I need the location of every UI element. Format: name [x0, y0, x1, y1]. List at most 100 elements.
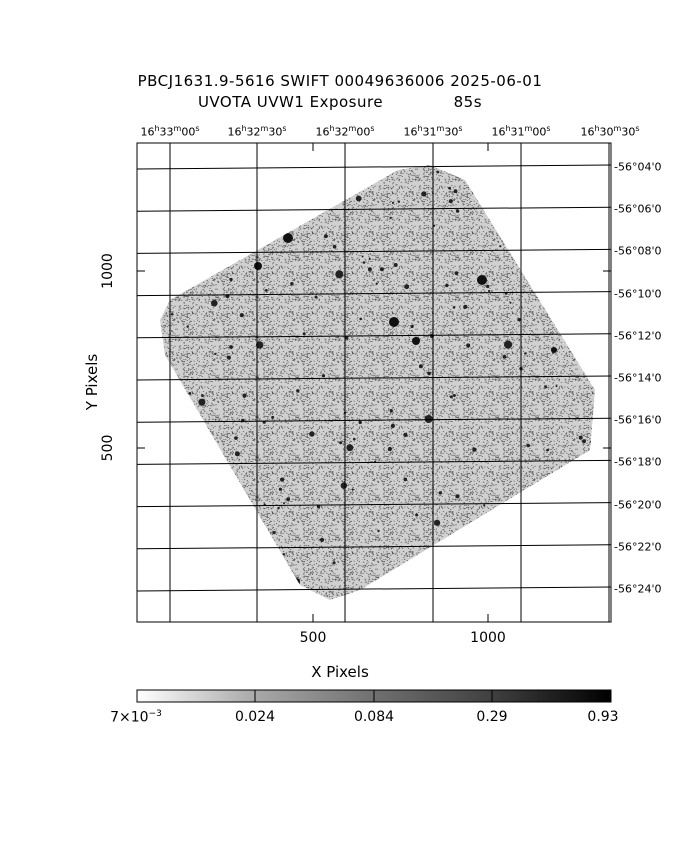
dec-grid-line	[136, 333, 612, 339]
dec-grid-line	[136, 417, 612, 423]
star	[389, 582, 396, 589]
star	[205, 455, 210, 459]
star	[256, 341, 264, 349]
star	[389, 216, 392, 219]
star	[226, 173, 231, 178]
star	[555, 385, 558, 388]
star	[316, 505, 321, 509]
star	[590, 326, 595, 331]
star	[206, 454, 216, 463]
star	[542, 480, 547, 485]
y-tick-label: 500	[100, 434, 116, 462]
star	[525, 212, 531, 218]
star	[188, 392, 192, 395]
colorbar-tick-label: 0.29	[476, 709, 508, 725]
ra-tick-label: 16h33m00s	[140, 124, 200, 139]
star	[150, 370, 152, 372]
colorbar-tick-label: 0.93	[587, 709, 619, 725]
star	[246, 172, 255, 181]
dec-tick-label: -56°14'0	[614, 371, 662, 385]
star	[424, 415, 433, 423]
colorbar-tick-label: 0.024	[234, 709, 276, 725]
star	[197, 178, 203, 183]
star	[524, 352, 527, 355]
star	[454, 271, 459, 275]
star	[523, 233, 527, 238]
star	[154, 192, 157, 195]
star	[566, 288, 569, 291]
star	[404, 284, 410, 290]
star	[448, 186, 451, 190]
dec-tick-label: -56°10'0	[614, 287, 662, 301]
star	[309, 431, 315, 437]
dec-grid-line	[136, 375, 612, 381]
star	[296, 389, 300, 393]
star	[236, 227, 241, 232]
star	[584, 580, 589, 585]
star	[353, 437, 356, 441]
star	[547, 485, 551, 490]
star	[277, 506, 280, 510]
star	[286, 497, 290, 502]
star	[391, 201, 395, 204]
star	[472, 447, 477, 452]
star	[214, 352, 217, 355]
y-tick-label: 1000	[100, 253, 116, 289]
star	[544, 385, 547, 389]
star	[239, 313, 244, 318]
star	[234, 451, 240, 457]
star	[526, 590, 530, 594]
star	[170, 313, 174, 316]
y-axis-label: Y Pixels	[83, 353, 101, 411]
star	[455, 209, 460, 213]
star	[452, 306, 456, 309]
star	[448, 199, 453, 204]
star	[558, 286, 567, 295]
star	[362, 261, 366, 264]
star	[226, 216, 231, 221]
star	[561, 514, 564, 516]
star	[446, 563, 450, 567]
star	[445, 283, 449, 288]
star	[589, 440, 594, 444]
star	[488, 289, 491, 293]
star	[403, 477, 408, 482]
dec-grid-line	[136, 502, 612, 508]
star	[483, 504, 486, 507]
star	[463, 304, 468, 309]
star	[272, 531, 276, 535]
star	[196, 202, 201, 207]
star	[581, 480, 590, 489]
star	[580, 508, 584, 512]
ra-tick-label: 16h30m30s	[580, 124, 640, 139]
star	[567, 307, 572, 312]
bright-star	[477, 275, 487, 285]
star	[201, 399, 206, 403]
plot-frame	[136, 142, 612, 623]
star	[582, 439, 586, 444]
star	[211, 299, 218, 307]
star	[264, 289, 268, 292]
image-subtitle: UVOTA UVW1 Exposure 85s	[0, 93, 680, 111]
star	[582, 264, 586, 268]
star	[367, 267, 372, 272]
dec-tick-label: -56°06'0	[614, 202, 662, 216]
star	[351, 488, 354, 491]
star	[427, 371, 431, 376]
star	[165, 501, 170, 506]
star	[150, 403, 158, 411]
star	[345, 336, 349, 340]
dec-grid-line	[136, 248, 612, 254]
star	[415, 513, 419, 517]
star	[174, 574, 178, 578]
star	[227, 182, 231, 186]
colorbar-tick-label: 0.084	[353, 709, 395, 725]
star	[453, 189, 458, 194]
star	[545, 234, 550, 240]
star	[517, 318, 521, 322]
star	[526, 443, 530, 448]
bright-star	[389, 317, 399, 327]
star	[319, 537, 325, 543]
dec-grid-line	[136, 164, 612, 170]
